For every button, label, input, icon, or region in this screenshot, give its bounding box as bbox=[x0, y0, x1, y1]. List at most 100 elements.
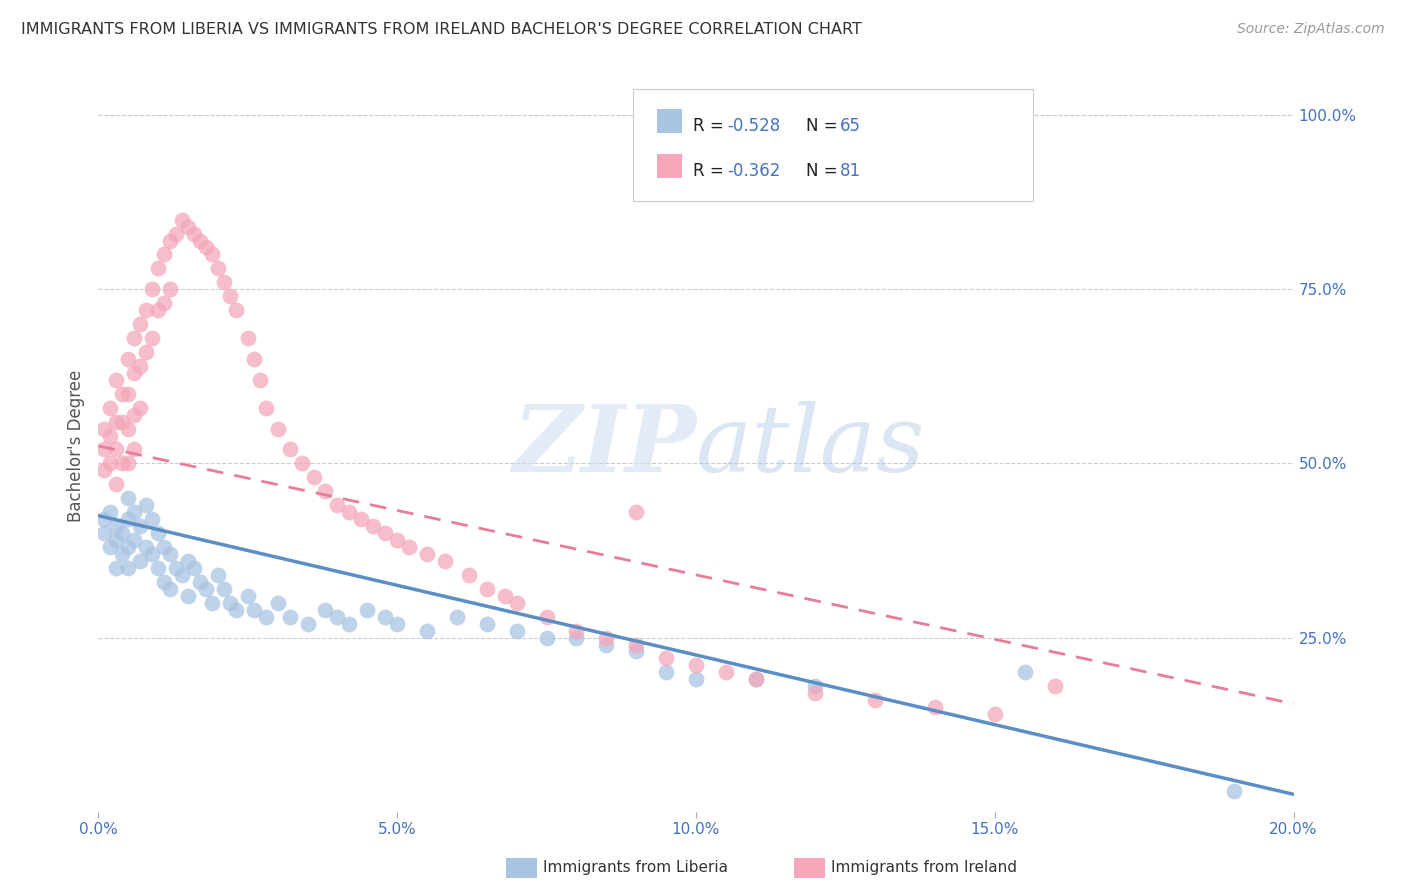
Point bbox=[267, 596, 290, 610]
Point bbox=[350, 512, 373, 526]
Text: N =: N = bbox=[806, 117, 842, 135]
Point bbox=[105, 373, 128, 387]
Point bbox=[236, 589, 259, 603]
Point bbox=[195, 582, 218, 596]
Point bbox=[278, 442, 301, 457]
Point bbox=[506, 596, 529, 610]
Point bbox=[416, 624, 439, 638]
Point bbox=[626, 644, 648, 658]
Point bbox=[494, 589, 516, 603]
Point bbox=[1223, 784, 1246, 798]
Point bbox=[141, 282, 163, 296]
Point bbox=[1014, 665, 1036, 680]
Point bbox=[745, 673, 768, 687]
Text: 81: 81 bbox=[839, 161, 860, 179]
Point bbox=[159, 547, 181, 561]
Point bbox=[243, 351, 266, 366]
Point bbox=[98, 428, 122, 442]
Point bbox=[159, 282, 181, 296]
Point bbox=[188, 574, 211, 589]
Y-axis label: Bachelor's Degree: Bachelor's Degree bbox=[66, 370, 84, 522]
Point bbox=[98, 457, 122, 471]
Point bbox=[207, 567, 229, 582]
Point bbox=[374, 609, 396, 624]
Point bbox=[302, 470, 325, 484]
Point bbox=[98, 505, 122, 519]
Point bbox=[475, 616, 498, 631]
Text: Immigrants from Liberia: Immigrants from Liberia bbox=[543, 861, 728, 875]
Point bbox=[141, 547, 163, 561]
Point bbox=[124, 442, 146, 457]
Point bbox=[685, 658, 707, 673]
Point bbox=[655, 665, 678, 680]
Point bbox=[626, 638, 648, 652]
Point bbox=[105, 415, 128, 429]
Point bbox=[135, 303, 157, 318]
Point bbox=[385, 616, 409, 631]
Point bbox=[219, 289, 242, 303]
Point bbox=[129, 554, 152, 568]
Text: Source: ZipAtlas.com: Source: ZipAtlas.com bbox=[1237, 22, 1385, 37]
Point bbox=[254, 401, 277, 415]
Point bbox=[117, 512, 139, 526]
Point bbox=[117, 457, 139, 471]
Point bbox=[111, 526, 134, 541]
Point bbox=[117, 561, 139, 575]
Text: -0.528: -0.528 bbox=[727, 117, 780, 135]
Point bbox=[595, 638, 617, 652]
Point bbox=[129, 401, 152, 415]
Point bbox=[219, 596, 242, 610]
Point bbox=[105, 477, 128, 491]
Point bbox=[148, 261, 170, 276]
Point bbox=[626, 505, 648, 519]
Point bbox=[326, 609, 349, 624]
Point bbox=[117, 491, 139, 506]
Point bbox=[865, 693, 887, 707]
Point bbox=[188, 234, 211, 248]
Point bbox=[339, 505, 361, 519]
Point bbox=[124, 331, 146, 345]
Text: Immigrants from Ireland: Immigrants from Ireland bbox=[831, 861, 1017, 875]
Point bbox=[105, 533, 128, 547]
Point bbox=[374, 526, 396, 541]
Point bbox=[124, 533, 146, 547]
Point bbox=[177, 589, 200, 603]
Point bbox=[183, 227, 205, 241]
Point bbox=[595, 631, 617, 645]
Point bbox=[124, 505, 146, 519]
Point bbox=[153, 296, 176, 310]
Point bbox=[267, 421, 290, 435]
Point bbox=[565, 624, 588, 638]
Point bbox=[536, 609, 558, 624]
Point bbox=[565, 631, 588, 645]
Point bbox=[278, 609, 301, 624]
Point bbox=[129, 519, 152, 533]
Point bbox=[124, 366, 146, 380]
Point bbox=[297, 616, 319, 631]
Point bbox=[183, 561, 205, 575]
Point bbox=[506, 624, 529, 638]
Point bbox=[111, 386, 134, 401]
Point bbox=[385, 533, 409, 547]
Text: ZIP: ZIP bbox=[512, 401, 696, 491]
Point bbox=[291, 457, 314, 471]
Point bbox=[195, 240, 218, 254]
Point bbox=[201, 596, 224, 610]
Point bbox=[93, 463, 115, 477]
Point bbox=[117, 421, 139, 435]
Point bbox=[93, 512, 115, 526]
Point bbox=[804, 679, 827, 693]
Point bbox=[363, 519, 385, 533]
Point bbox=[475, 582, 498, 596]
Point bbox=[458, 567, 481, 582]
Point bbox=[153, 540, 176, 554]
Point bbox=[225, 603, 247, 617]
Point bbox=[745, 673, 768, 687]
Point bbox=[105, 561, 128, 575]
Point bbox=[148, 303, 170, 318]
Point bbox=[93, 526, 115, 541]
Point bbox=[135, 345, 157, 359]
Point bbox=[93, 421, 115, 435]
Point bbox=[117, 386, 139, 401]
Point bbox=[536, 631, 558, 645]
